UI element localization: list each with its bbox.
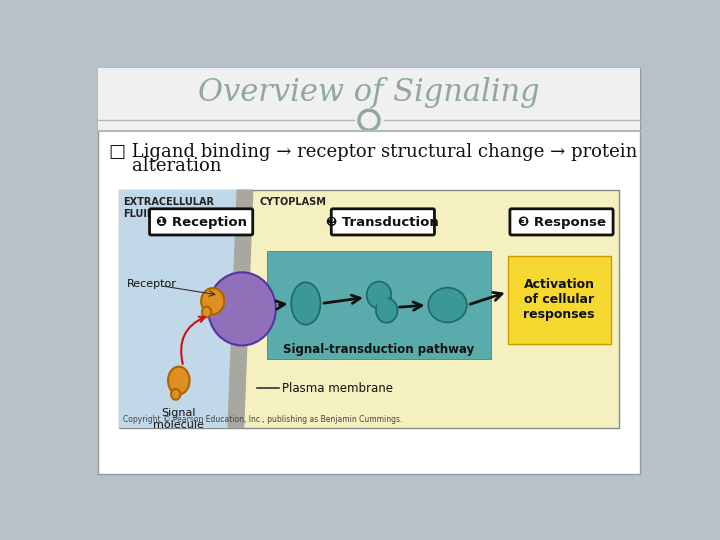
FancyBboxPatch shape bbox=[331, 209, 434, 235]
Ellipse shape bbox=[201, 288, 224, 314]
FancyBboxPatch shape bbox=[119, 190, 619, 428]
Ellipse shape bbox=[168, 367, 189, 394]
FancyBboxPatch shape bbox=[98, 68, 640, 475]
FancyBboxPatch shape bbox=[98, 68, 640, 131]
FancyBboxPatch shape bbox=[150, 209, 253, 235]
Ellipse shape bbox=[377, 295, 389, 310]
Text: Copyright © Pearson Education, Inc., publishing as Benjamin Cummings.: Copyright © Pearson Education, Inc., pub… bbox=[122, 415, 402, 424]
Text: Receptor: Receptor bbox=[127, 279, 176, 289]
Text: EXTRACELLULAR
FLUID: EXTRACELLULAR FLUID bbox=[123, 197, 215, 219]
Text: Signal
molecule: Signal molecule bbox=[153, 408, 204, 430]
Ellipse shape bbox=[291, 282, 320, 325]
Text: alteration: alteration bbox=[109, 157, 221, 175]
FancyBboxPatch shape bbox=[508, 256, 611, 343]
Text: ❸ Response: ❸ Response bbox=[518, 216, 606, 229]
Text: Activation
of cellular
responses: Activation of cellular responses bbox=[523, 278, 595, 321]
Ellipse shape bbox=[202, 307, 211, 318]
Ellipse shape bbox=[366, 281, 392, 308]
Text: CYTOPLASM: CYTOPLASM bbox=[260, 197, 327, 207]
FancyBboxPatch shape bbox=[119, 190, 238, 428]
Polygon shape bbox=[228, 190, 253, 428]
Ellipse shape bbox=[208, 272, 276, 346]
Text: ❶ Reception: ❶ Reception bbox=[156, 216, 247, 229]
Text: Plasma membrane: Plasma membrane bbox=[282, 382, 393, 395]
Text: Overview of Signaling: Overview of Signaling bbox=[198, 77, 540, 108]
FancyBboxPatch shape bbox=[267, 251, 490, 359]
Text: Signal-transduction pathway: Signal-transduction pathway bbox=[284, 343, 474, 356]
Text: □ Ligand binding → receptor structural change → protein: □ Ligand binding → receptor structural c… bbox=[109, 143, 637, 161]
FancyBboxPatch shape bbox=[510, 209, 613, 235]
Ellipse shape bbox=[428, 288, 467, 322]
Text: ❷ Transduction: ❷ Transduction bbox=[326, 216, 439, 229]
Ellipse shape bbox=[376, 298, 397, 323]
Ellipse shape bbox=[171, 389, 180, 400]
